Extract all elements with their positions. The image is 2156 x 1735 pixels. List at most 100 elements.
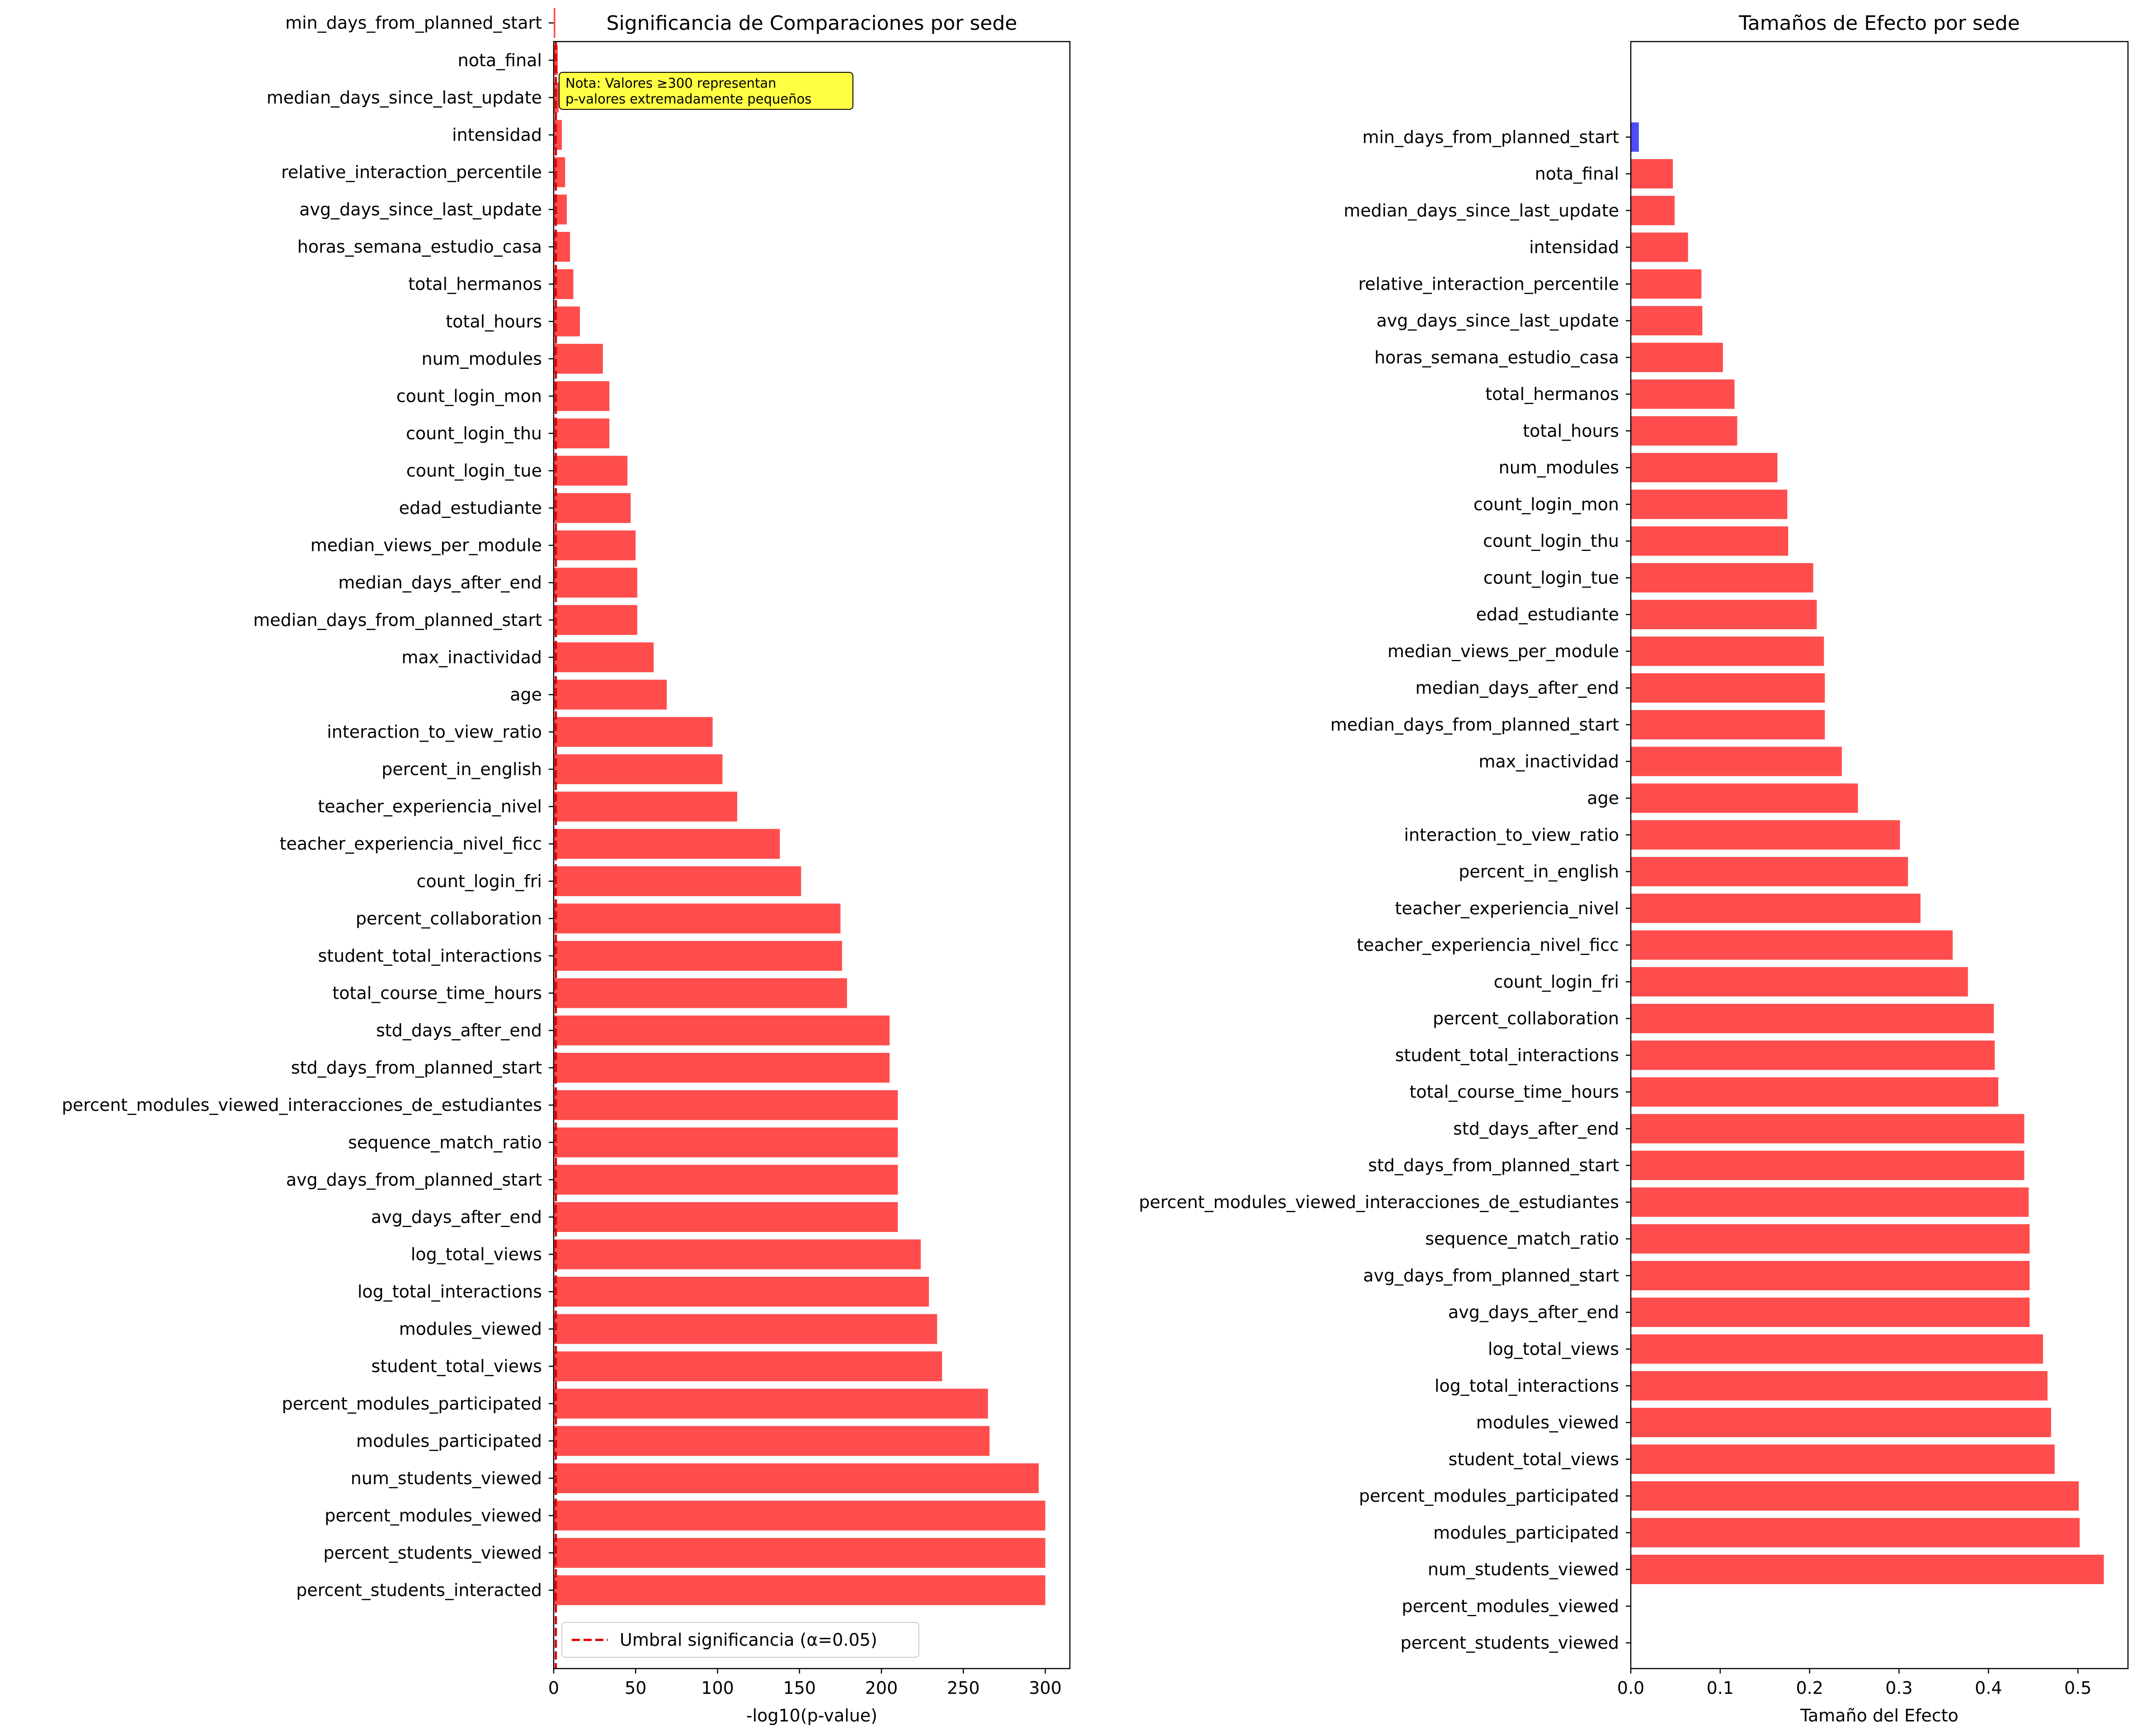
bar [554, 269, 574, 299]
bar [554, 1463, 1039, 1493]
category-label: intensidad [452, 125, 542, 145]
category-label: count_login_tue [406, 461, 542, 481]
note-text: Nota: Valores ≥300 representan [565, 75, 777, 91]
bar [554, 1500, 1045, 1531]
category-label: percent_students_viewed [1400, 1633, 1619, 1653]
category-label: sequence_match_ratio [1425, 1229, 1619, 1249]
bar [554, 605, 637, 635]
bar [1631, 563, 1813, 592]
bar [1631, 857, 1908, 887]
category-label: relative_interaction_percentile [1358, 274, 1619, 294]
category-label: edad_estudiante [399, 498, 542, 518]
category-label: edad_estudiante [1476, 605, 1619, 625]
bar [1631, 159, 1673, 189]
category-label: std_days_from_planned_start [1368, 1156, 1619, 1175]
bar [554, 754, 723, 785]
bar [1631, 1555, 2104, 1585]
category-label: interaction_to_view_ratio [1404, 825, 1619, 845]
bar [1631, 893, 1921, 923]
bar [1631, 1298, 2030, 1327]
category-label: log_total_views [1488, 1339, 1619, 1359]
category-label: count_login_thu [1483, 531, 1619, 551]
x-tick-label: 0.1 [1707, 1678, 1734, 1698]
category-label: modules_viewed [399, 1319, 542, 1339]
bar [1631, 1114, 2024, 1143]
axes-frame [553, 41, 1071, 1669]
category-label: nota_final [458, 50, 542, 70]
bar [1631, 1040, 1995, 1070]
category-label: percent_modules_viewed_interacciones_de_… [1139, 1192, 1619, 1212]
category-label: percent_modules_viewed [325, 1505, 542, 1525]
bar [554, 1351, 942, 1382]
bar [1631, 600, 1817, 630]
category-label: horas_semana_estudio_casa [1375, 348, 1619, 367]
category-label: total_hermanos [1485, 384, 1619, 404]
category-label: total_course_time_hours [332, 983, 542, 1003]
category-label: teacher_experiencia_nivel [318, 797, 542, 817]
bar [1631, 1187, 2029, 1217]
category-label: percent_in_english [1459, 862, 1619, 882]
x-axis-label: Tamaño del Efecto [1800, 1706, 1958, 1726]
category-label: relative_interaction_percentile [281, 162, 542, 182]
x-tick-label: 200 [865, 1678, 898, 1698]
bar [554, 530, 636, 560]
x-tick-label: 300 [1029, 1678, 1062, 1698]
bar [1631, 453, 1778, 483]
bar [1631, 122, 1639, 152]
x-axis-label: -log10(p-value) [746, 1706, 877, 1726]
bar [1631, 269, 1702, 299]
bar [554, 903, 841, 934]
bar [554, 82, 559, 113]
bar [1631, 1224, 2030, 1254]
category-label: median_days_since_last_update [1344, 201, 1619, 221]
bar [554, 493, 631, 523]
category-label: teacher_experiencia_nivel [1395, 898, 1619, 918]
category-label: count_login_thu [406, 423, 542, 443]
x-tick-label: 50 [625, 1678, 646, 1698]
category-label: count_login_mon [396, 386, 542, 406]
bar [1631, 1260, 2030, 1290]
bar [554, 791, 738, 822]
category-label: student_total_interactions [318, 946, 542, 966]
bar [1631, 820, 1900, 850]
category-label: log_total_interactions [1435, 1376, 1619, 1396]
significance-panel: min_days_from_planned_start nota_finalmed… [62, 8, 1071, 1726]
bar [554, 8, 555, 38]
category-label: count_login_fri [1494, 972, 1619, 992]
bar [554, 717, 713, 747]
bar [554, 456, 628, 486]
category-label: percent_collaboration [1433, 1009, 1619, 1029]
x-tick-label: 0.3 [1885, 1678, 1912, 1698]
category-label: avg_days_from_planned_start [286, 1170, 542, 1190]
bar [1631, 1371, 2048, 1401]
x-tick-label: 0.2 [1796, 1678, 1823, 1698]
bar [1631, 673, 1825, 703]
category-label: num_students_viewed [351, 1468, 542, 1488]
category-label: median_views_per_module [1388, 641, 1619, 661]
bar [554, 568, 637, 598]
category-label: percent_modules_participated [282, 1394, 542, 1414]
bar [1631, 783, 1858, 813]
bar [1631, 1004, 1994, 1034]
bar [1631, 1077, 1999, 1107]
category-label: student_total_views [372, 1356, 542, 1376]
category-label: modules_participated [356, 1431, 542, 1451]
category-label: total_hours [1523, 421, 1619, 441]
bar [1631, 1518, 2080, 1547]
category-label: percent_modules_viewed [1402, 1596, 1619, 1616]
note-text: p-valores extremadamente pequeños [565, 91, 812, 107]
category-label: total_course_time_hours [1409, 1082, 1619, 1102]
category-label: count_login_mon [1473, 494, 1619, 514]
category-label: median_views_per_module [311, 536, 542, 555]
category-label: percent_modules_viewed_interacciones_de_… [62, 1095, 542, 1115]
category-label: teacher_experiencia_nivel_ficc [1357, 935, 1619, 955]
bar [554, 306, 580, 337]
bar [554, 418, 610, 448]
category-label: num_modules [422, 349, 542, 369]
bar [1631, 1408, 2051, 1438]
bar [1631, 967, 1968, 997]
bar [554, 1277, 929, 1307]
category-label: student_total_interactions [1395, 1045, 1619, 1065]
category-label: log_total_views [411, 1244, 542, 1264]
category-label: std_days_from_planned_start [291, 1058, 542, 1078]
